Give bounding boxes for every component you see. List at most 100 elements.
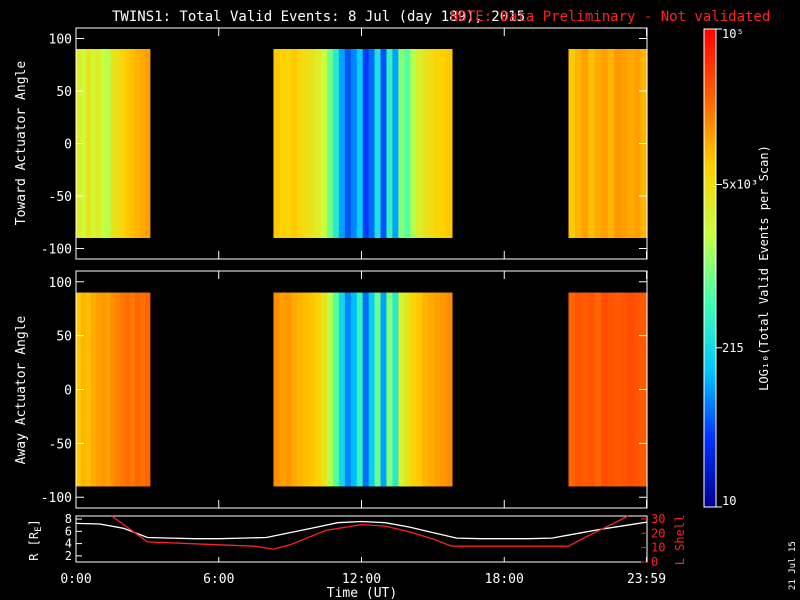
- heatmap-column: [398, 49, 405, 238]
- heatmap-column: [588, 292, 596, 487]
- colorbar-gradient: [704, 29, 716, 507]
- heatmap-column: [100, 292, 107, 487]
- colorbar: 10 215 5x10³ 10⁵ LOG₁₀(Total Valid Events p…: [703, 27, 771, 508]
- heatmap-column: [356, 49, 364, 238]
- heatmap-column: [297, 292, 304, 487]
- x-tick-label: 6:00: [203, 572, 234, 587]
- top-y-axis-label: Toward Actuator Angle: [14, 61, 29, 226]
- heatmap-column: [350, 49, 358, 238]
- y-tick-label: -100: [41, 491, 72, 506]
- heatmap-column: [445, 49, 453, 238]
- figure-title: TWINS1: Total Valid Events: 8 Jul (day 1…: [112, 9, 525, 25]
- heatmap-column: [594, 292, 602, 487]
- y-tick-label: 8: [65, 512, 72, 526]
- heatmap-column: [392, 292, 399, 487]
- heatmap-column: [568, 292, 576, 487]
- heatmap-column: [115, 292, 121, 487]
- heatmap-column: [130, 292, 136, 487]
- radial-distance-line: [75, 520, 648, 540]
- heatmap-column: [344, 49, 352, 238]
- y-tick-label-right: 30: [651, 512, 665, 526]
- x-axis-label: Time (UT): [327, 586, 397, 600]
- heatmap-column: [620, 292, 628, 487]
- heatmap-column: [139, 49, 146, 238]
- ephemeris-panel-frame: [75, 515, 648, 563]
- heatmap-column: [607, 292, 615, 487]
- x-axis-tick-labels: 0:00 6:00 12:00 18:00 23:59: [60, 572, 666, 587]
- x-tick-label: 12:00: [342, 572, 381, 587]
- heatmap-column: [434, 292, 441, 487]
- heatmap-column: [404, 49, 411, 238]
- heatmap-column: [125, 292, 131, 487]
- heatmap-column: [445, 292, 453, 487]
- heatmap-column: [120, 292, 126, 487]
- heatmap-column: [434, 49, 441, 238]
- heatmap-column: [338, 49, 346, 238]
- heatmap-column: [332, 49, 340, 238]
- heatmap-column: [386, 49, 394, 238]
- y-tick-label: 6: [65, 524, 72, 538]
- heatmap-column: [428, 49, 435, 238]
- colorbar-label: LOG₁₀(Total Valid Events per Scan): [757, 145, 771, 391]
- heatmap-column: [620, 49, 628, 238]
- y-tick-label: 50: [56, 330, 72, 345]
- colorbar-tick-label: 5x10³: [722, 177, 758, 191]
- heatmap-column: [135, 292, 141, 487]
- heatmap-column: [440, 292, 447, 487]
- heatmap-column: [356, 292, 364, 487]
- heatmap-column: [386, 292, 394, 487]
- heatmap-column: [368, 292, 376, 487]
- heatmap-column: [627, 49, 635, 238]
- heatmap-column: [297, 49, 304, 238]
- heatmap-column: [428, 292, 435, 487]
- heatmap-column: [120, 49, 126, 238]
- heatmap-column: [575, 292, 583, 487]
- heatmap-column: [416, 49, 423, 238]
- heatmap-column: [575, 49, 583, 238]
- heatmap-column: [139, 292, 146, 487]
- heatmap-column: [362, 292, 370, 487]
- heatmap-column: [594, 49, 602, 238]
- top-heatmap-panel: 100 50 0 -50 -100 Toward Actuator Angle: [14, 27, 648, 260]
- heatmap-column: [633, 292, 642, 487]
- y-tick-label: 50: [56, 85, 72, 100]
- heatmap-column: [380, 292, 388, 487]
- heatmap-column: [581, 292, 589, 487]
- middle-y-axis: 100 50 0 -50 -100: [41, 276, 647, 506]
- y-tick-label: -50: [49, 437, 72, 452]
- heatmap-column: [303, 292, 310, 487]
- heatmap-column: [285, 292, 292, 487]
- heatmap-column: [285, 49, 292, 238]
- heatmap-column: [422, 292, 429, 487]
- heatmap-column: [279, 49, 286, 238]
- heatmap-column: [291, 49, 298, 238]
- heatmap-column: [309, 292, 316, 487]
- heatmap-column: [380, 49, 388, 238]
- heatmap-column: [404, 292, 411, 487]
- y-tick-label: 0: [64, 384, 72, 399]
- heatmap-column: [422, 49, 429, 238]
- y-tick-label-right: 10: [651, 541, 665, 555]
- heatmap-column: [303, 49, 310, 238]
- heatmap-column: [135, 49, 141, 238]
- heatmap-column: [327, 49, 334, 238]
- colorbar-tick-label: 215: [722, 341, 744, 355]
- heatmap-column: [588, 49, 596, 238]
- ephemeris-right-label: L Shell: [673, 515, 687, 566]
- heatmap-column: [144, 292, 151, 487]
- middle-heatmap-cells: [76, 292, 648, 487]
- y-tick-label-right: 0: [651, 555, 658, 569]
- colorbar-ticks: 10 215 5x10³ 10⁵: [716, 27, 758, 508]
- heatmap-column: [105, 292, 112, 487]
- heatmap-column: [332, 292, 340, 487]
- middle-x-ticks: [75, 271, 648, 508]
- heatmap-column: [627, 292, 635, 487]
- x-tick-label: 23:59: [627, 572, 666, 587]
- colorbar-frame: [703, 28, 717, 508]
- heatmap-column: [368, 49, 376, 238]
- heatmap-column: [614, 292, 622, 487]
- heatmap-column: [144, 49, 151, 238]
- heatmap-column: [601, 292, 609, 487]
